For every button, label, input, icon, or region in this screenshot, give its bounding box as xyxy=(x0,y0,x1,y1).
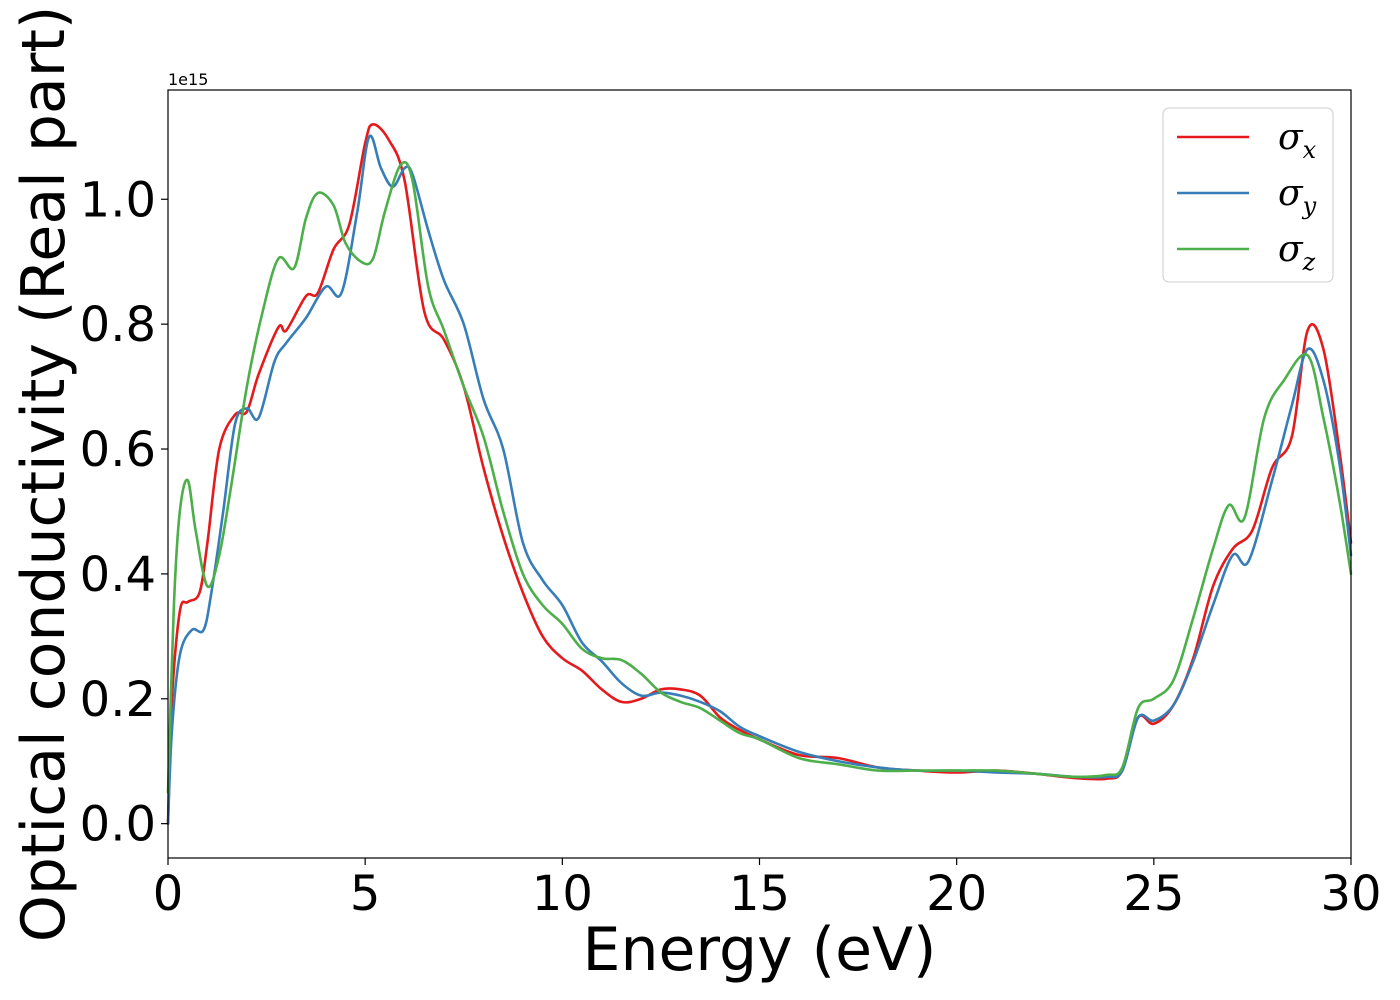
x-tick-label: 30 xyxy=(1320,866,1381,922)
x-tick-label: 20 xyxy=(926,866,987,922)
x-tick-label: 25 xyxy=(1123,866,1184,922)
y-axis-offset-label: 1e15 xyxy=(168,70,208,89)
y-axis-title: Optical conductivity (Real part) xyxy=(9,6,79,943)
x-tick-label: 5 xyxy=(350,866,381,922)
x-axis-title: Energy (eV) xyxy=(583,915,937,985)
y-tick-label: 0.8 xyxy=(80,297,156,353)
legend-label-y: σy xyxy=(1278,173,1317,220)
legend-label-x: σx xyxy=(1278,117,1317,164)
x-axis-ticks: 0 5 10 15 20 25 30 xyxy=(153,858,1382,922)
y-tick-label: 0.6 xyxy=(80,422,156,478)
x-tick-label: 0 xyxy=(153,866,184,922)
legend: σx σy σz xyxy=(1162,107,1334,283)
series-line-y xyxy=(166,134,1353,825)
series-layer xyxy=(166,123,1353,825)
x-tick-label: 15 xyxy=(729,866,790,922)
series-line-z xyxy=(166,160,1353,794)
y-tick-label: 0.4 xyxy=(80,547,156,603)
y-tick-label: 1.0 xyxy=(80,172,156,228)
y-tick-label: 0.0 xyxy=(80,797,156,853)
y-axis-ticks: 0.0 0.2 0.4 0.6 0.8 1.0 xyxy=(80,172,168,853)
legend-box xyxy=(1162,107,1334,283)
y-tick-label: 0.2 xyxy=(80,672,156,728)
x-tick-label: 10 xyxy=(532,866,593,922)
legend-label-z: σz xyxy=(1278,229,1316,276)
